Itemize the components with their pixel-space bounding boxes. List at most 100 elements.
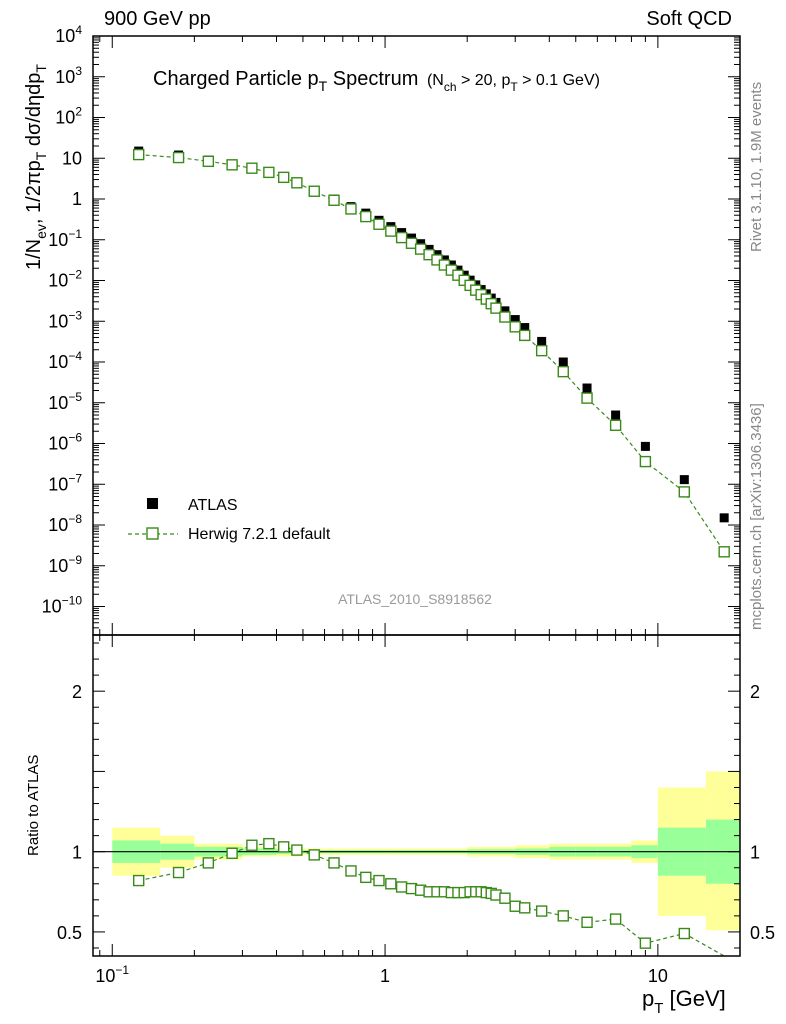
y-tick-label: 10−9 bbox=[48, 553, 82, 576]
herwig-point bbox=[202, 155, 215, 168]
y-tick-label: 1 bbox=[72, 189, 82, 209]
herwig-point bbox=[263, 166, 275, 179]
y-tick-label: 10−6 bbox=[48, 431, 82, 454]
legend: ATLAS Herwig 7.2.1 default bbox=[128, 497, 331, 543]
herwig-point bbox=[678, 486, 691, 498]
atlas-point bbox=[558, 357, 568, 367]
herwig-ratio-point bbox=[519, 902, 531, 914]
legend-marker-herwig bbox=[146, 527, 159, 540]
y-tick-label: 102 bbox=[55, 105, 82, 128]
herwig-point bbox=[490, 302, 502, 314]
herwig-point bbox=[345, 203, 357, 215]
herwig-point bbox=[405, 237, 418, 249]
main-plot-layer bbox=[132, 146, 730, 558]
herwig-point bbox=[291, 177, 303, 189]
herwig-ratio-point bbox=[639, 937, 652, 949]
axes-layer: 10−1 1 10 1 10 102 103 104 10−1 10−2 10−3 10−4 10−5 1… bbox=[42, 23, 775, 986]
herwig-ratio-point bbox=[360, 871, 372, 884]
herwig-point bbox=[328, 194, 340, 206]
herwig-ratio-point bbox=[172, 866, 185, 879]
herwig-point bbox=[360, 210, 372, 223]
herwig-point bbox=[308, 185, 320, 197]
ratio-y-tick-label: 1 bbox=[72, 843, 82, 863]
ratio-y-tick-label: 1 bbox=[750, 843, 760, 863]
herwig-ratio-point bbox=[328, 857, 340, 869]
legend-label-herwig: Herwig 7.2.1 default bbox=[188, 526, 331, 543]
herwig-ratio-point bbox=[246, 839, 258, 851]
herwig-ratio-point bbox=[132, 874, 145, 887]
herwig-line bbox=[138, 154, 725, 553]
herwig-ratio-point bbox=[373, 874, 385, 887]
ratio-y-tick-label: 2 bbox=[750, 682, 760, 702]
chart-title: Charged Particle pT Spectrum (Nch > 20, … bbox=[153, 68, 600, 94]
analysis-id: ATLAS_2010_S8918562 bbox=[338, 591, 492, 607]
y-tick-label: 10−5 bbox=[48, 390, 82, 413]
y-tick-label: 10−10 bbox=[42, 594, 83, 617]
y-tick-label: 10−4 bbox=[48, 349, 82, 372]
herwig-ratio-point bbox=[263, 837, 275, 850]
herwig-ratio-point bbox=[226, 847, 238, 859]
atlas-point bbox=[510, 315, 520, 325]
legend-label-atlas: ATLAS bbox=[188, 497, 238, 514]
herwig-ratio-point bbox=[678, 927, 691, 940]
herwig-ratio-point bbox=[535, 905, 548, 917]
herwig-point bbox=[172, 151, 185, 164]
y-tick-label: 103 bbox=[55, 64, 82, 87]
y-tick-label: 10−8 bbox=[48, 512, 82, 535]
atlas-point bbox=[611, 410, 621, 420]
herwig-point bbox=[509, 321, 521, 333]
ratio-plot-layer bbox=[93, 837, 740, 957]
y-tick-label: 10−1 bbox=[48, 227, 82, 250]
atlas-point bbox=[500, 306, 510, 316]
herwig-ratio-point bbox=[202, 857, 215, 869]
herwig-point bbox=[609, 419, 622, 431]
x-axis-label: pT [GeV] bbox=[642, 986, 726, 1017]
herwig-point bbox=[581, 392, 593, 404]
ratio-y-tick-label: 0.5 bbox=[57, 923, 82, 943]
herwig-point bbox=[499, 311, 511, 323]
atlas-point bbox=[679, 475, 689, 485]
herwig-ratio-point bbox=[581, 916, 593, 928]
x-tick-label: 1 bbox=[380, 966, 390, 986]
x-tick-label: 10−1 bbox=[95, 963, 129, 986]
herwig-point bbox=[395, 231, 408, 244]
herwig-point bbox=[277, 171, 290, 184]
ratio-y-tick-label: 0.5 bbox=[750, 923, 775, 943]
herwig-point bbox=[373, 218, 385, 230]
header-right: Soft QCD bbox=[646, 8, 732, 30]
herwig-ratio-point bbox=[291, 844, 303, 856]
herwig-ratio-point bbox=[385, 878, 397, 890]
ratio-uncertainty-bands bbox=[112, 771, 740, 931]
y-tick-label: 10−3 bbox=[48, 308, 82, 331]
herwig-point bbox=[132, 148, 145, 161]
y-tick-label: 10−2 bbox=[48, 268, 82, 291]
herwig-ratio-point bbox=[609, 913, 622, 925]
atlas-point bbox=[719, 513, 729, 523]
ratio-y-tick-label: 2 bbox=[72, 682, 82, 702]
herwig-ratio-point bbox=[308, 849, 320, 861]
herwig-point bbox=[385, 225, 397, 237]
atlas-point bbox=[582, 383, 592, 393]
herwig-ratio-point bbox=[345, 865, 357, 877]
atlas-point bbox=[640, 441, 650, 451]
herwig-ratio-point bbox=[499, 892, 511, 904]
atlas-point bbox=[520, 323, 530, 333]
herwig-point bbox=[557, 365, 569, 378]
herwig-point bbox=[535, 344, 548, 357]
herwig-ratio-point bbox=[277, 841, 290, 853]
herwig-point bbox=[639, 455, 652, 468]
herwig-point bbox=[519, 329, 531, 342]
herwig-point bbox=[226, 159, 238, 171]
ratio-y-axis-label: Ratio to ATLAS bbox=[25, 755, 42, 856]
legend-marker-atlas bbox=[147, 498, 158, 509]
herwig-point bbox=[246, 162, 258, 174]
herwig-point bbox=[718, 546, 730, 558]
y-tick-label: 10−7 bbox=[48, 471, 82, 494]
x-tick-label: 10 bbox=[648, 966, 668, 986]
main-frame bbox=[92, 35, 741, 636]
main-y-axis-label: 1/Nev, 1/2πpT dσ/dηdpT bbox=[23, 64, 49, 270]
herwig-ratio-point bbox=[395, 881, 408, 893]
herwig-ratio-point bbox=[557, 910, 569, 922]
y-tick-label: 10 bbox=[62, 148, 82, 168]
